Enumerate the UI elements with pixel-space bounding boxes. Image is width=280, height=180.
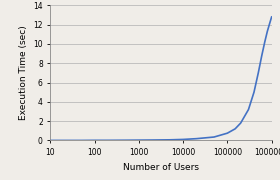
Y-axis label: Execution Time (sec): Execution Time (sec) — [18, 26, 28, 120]
X-axis label: Number of Users: Number of Users — [123, 163, 199, 172]
